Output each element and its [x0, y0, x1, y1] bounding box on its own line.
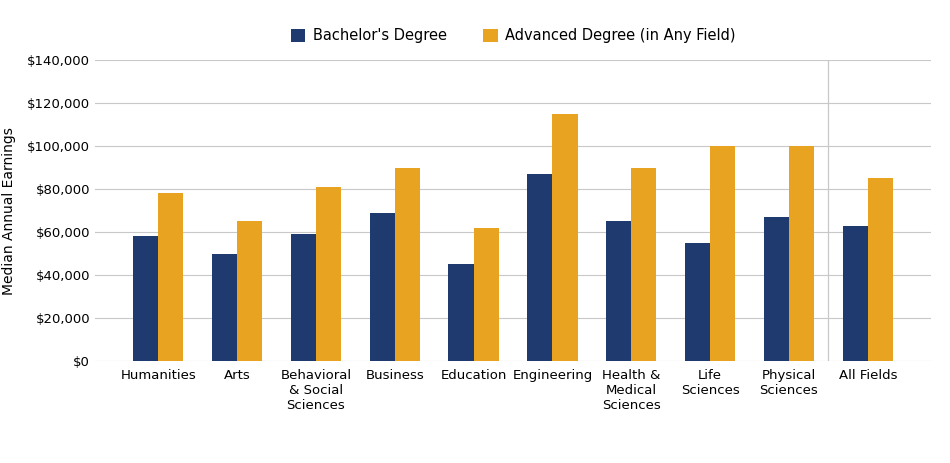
Y-axis label: Median Annual Earnings: Median Annual Earnings	[2, 127, 16, 294]
Legend: Bachelor's Degree, Advanced Degree (in Any Field): Bachelor's Degree, Advanced Degree (in A…	[285, 22, 741, 49]
Bar	[843, 225, 867, 361]
Bar	[133, 237, 159, 361]
Bar	[316, 187, 341, 361]
Bar	[291, 234, 316, 361]
Bar	[606, 221, 631, 361]
Bar	[527, 174, 552, 361]
Bar	[370, 213, 395, 361]
Bar	[448, 264, 474, 361]
Bar	[238, 221, 262, 361]
Bar	[159, 194, 183, 361]
Bar	[867, 178, 893, 361]
Bar	[631, 168, 656, 361]
Bar	[212, 254, 238, 361]
Bar	[710, 146, 735, 361]
Bar	[764, 217, 788, 361]
Bar	[474, 228, 499, 361]
Bar	[395, 168, 420, 361]
Bar	[552, 114, 578, 361]
Bar	[685, 243, 710, 361]
Bar	[788, 146, 814, 361]
